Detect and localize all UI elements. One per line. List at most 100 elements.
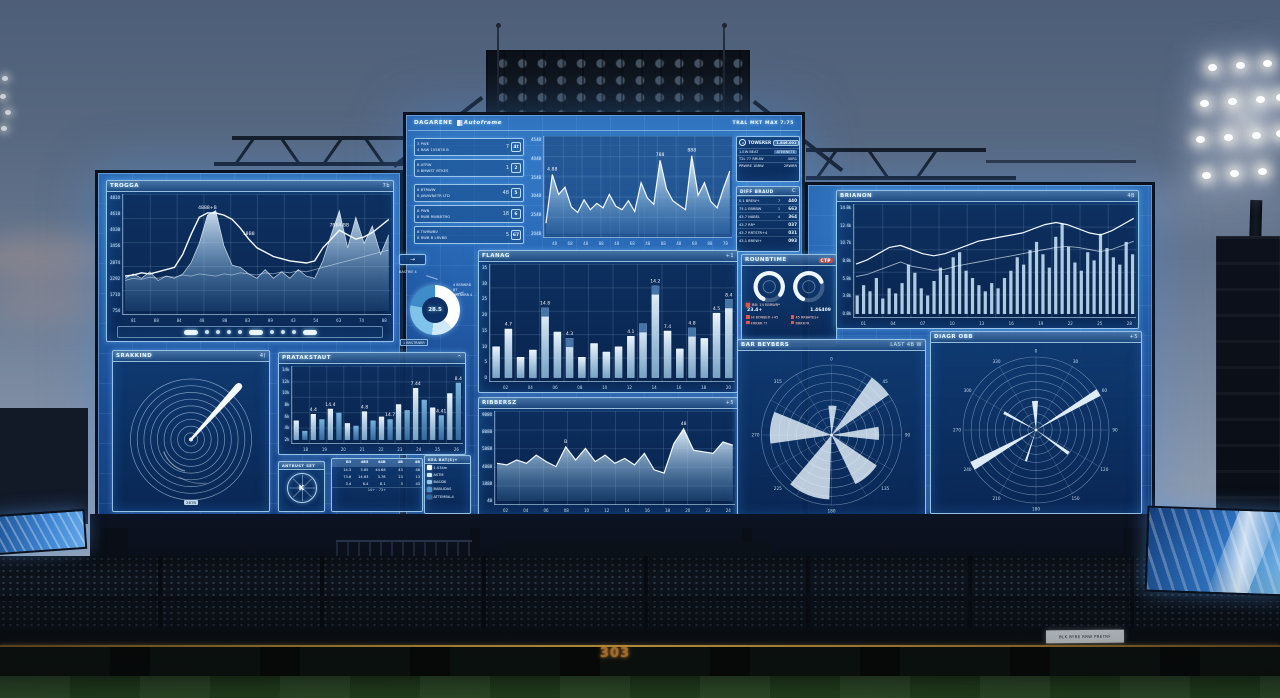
- tick-label: 8888: [482, 429, 493, 435]
- bars-chart-svg: 4.7 14.8 4.3 4.1 14.2 7.4 4.8 4.5 8.4: [492, 279, 733, 379]
- tick-label: 48: [199, 318, 205, 323]
- page-dot: [280, 330, 285, 334]
- screen-glare: [1206, 510, 1280, 594]
- area-chart-svg: B 48: [497, 421, 734, 501]
- svg-text:315: 315: [774, 379, 782, 384]
- tick-label: 16: [644, 508, 650, 513]
- radar-title: SRAKKIND: [116, 353, 153, 359]
- catwalk-railing: [336, 540, 472, 558]
- bars-chart-svg: 4.4 14.4 4.8 14.7 7.44 4.41 8.4: [294, 376, 462, 441]
- x-axis: 81 88 84 48 88 83 89 43 54 63 74 88: [107, 317, 393, 325]
- panel-polar-rose: BAR BEYBERS LAST 4B W 0 45 90 135 180 225 270 3…: [737, 339, 926, 516]
- truss-beam: [986, 160, 1136, 163]
- donut-chart: 28.5: [410, 285, 460, 335]
- gauges-chart-svg: [753, 271, 825, 303]
- stadium-light: [1, 126, 7, 131]
- arc-gauges: [746, 268, 832, 303]
- tick-label: 25: [482, 296, 488, 302]
- stadium-light: [1252, 132, 1261, 139]
- svg-text:888: 888: [688, 148, 697, 154]
- smallbars-title: PRATAKSTAUT: [282, 355, 332, 361]
- polar-spray-chart: 0 30 60 90 120 150 180 210 240 270 300 330: [933, 345, 1139, 512]
- alert-square-icon: [746, 320, 750, 324]
- diff-row: 75.1 EBRBW 1 663: [737, 204, 799, 211]
- stadium-light: [1236, 62, 1245, 69]
- table-footer: 14+ · 73+: [332, 487, 422, 492]
- outfield-ad-band: [0, 628, 1280, 646]
- alert-flag: RRRR7R: [790, 320, 833, 325]
- svg-text:45: 45: [883, 379, 889, 384]
- y-axis: 9880 8888 5888 4888 1888 48: [481, 411, 494, 505]
- callout-line: [426, 275, 438, 280]
- tick-label: 18: [665, 508, 671, 513]
- status-badge: CTP: [818, 257, 833, 263]
- donut-center-value: 28.5: [428, 307, 442, 313]
- svg-text:330: 330: [993, 359, 1001, 364]
- tick-label: 10: [584, 508, 590, 513]
- tick-label: 88: [598, 241, 604, 246]
- gauges2-title: ROUNBTIME: [745, 257, 787, 263]
- gauges2-note: BB: 14 EBRWR*: [752, 303, 780, 307]
- wall-yellow-line: [0, 645, 1280, 648]
- diff-row: 43.7 RR* 037: [737, 220, 799, 227]
- y-axis: 14.8k 12.4k 10.7k 8.8k 5.8k 3.8k 0.8k: [839, 204, 853, 318]
- center-line-chart: B 48: [494, 411, 735, 505]
- tick-label: 48: [583, 241, 589, 246]
- brand-label: Autoframe: [463, 120, 503, 126]
- tick-label: 2k: [284, 436, 290, 442]
- radar-chart: [115, 364, 267, 509]
- tick-label: 4038: [110, 227, 121, 233]
- polar-chart-svg: 0 30 60 90 120 150 180 210 240 270 300 330: [953, 349, 1118, 512]
- table-row: 14.3 3.65 44.68 43 48: [343, 467, 421, 472]
- svg-text:0: 0: [830, 357, 833, 362]
- legend-item: ASTM: [425, 471, 470, 478]
- tick-label: 6k: [284, 413, 290, 419]
- tick-label: 20: [482, 312, 488, 318]
- stadium-light: [1276, 130, 1280, 137]
- diff-title: DIFF BRAUD: [740, 188, 774, 194]
- panel-main-line-chart: TROGGA 7b 4810 4618 4038 3456 2874 2292 1710 75…: [106, 180, 394, 342]
- page-dot: [269, 330, 274, 334]
- tick-label: 30: [482, 280, 488, 286]
- panel-compass-gauge: ANTRUST SET K: [278, 461, 325, 512]
- svg-text:60: 60: [1102, 388, 1108, 393]
- top-area-chart: 4.88 788 888: [543, 136, 732, 238]
- truss-beam: [214, 162, 406, 166]
- tick-label: 25: [1097, 321, 1103, 326]
- diff-rows: 0.1 BREW+ 7 440 75.1 EBRBW 1 663 43.7 NABEL 4 36…: [737, 196, 799, 244]
- tick-label: 4618: [110, 211, 121, 217]
- mini-row: PRWRE 1BRW 2RWRR: [737, 162, 799, 168]
- gauge-value: 23.4+: [747, 308, 763, 313]
- alert-square-icon: [746, 315, 750, 319]
- tick-label: 3048: [531, 193, 542, 199]
- board-leg: [470, 528, 480, 558]
- svg-text:300: 300: [964, 388, 972, 393]
- tick-label: 48: [552, 241, 558, 246]
- mini-title: TOWERER: [748, 140, 772, 145]
- stat-row: 8 TWRWBV 8 RWB B LRVBB 5 67: [414, 226, 524, 244]
- page-dot: [226, 330, 231, 334]
- svg-text:4.41: 4.41: [437, 408, 447, 414]
- antenna: [721, 23, 727, 114]
- combo-chart: [853, 204, 1136, 318]
- ribbon-board-right: [1144, 505, 1280, 597]
- tick-label: 26: [453, 447, 459, 452]
- tick-label: 10: [602, 385, 608, 390]
- svg-text:7.44: 7.44: [411, 381, 421, 387]
- stadium-light: [1228, 98, 1237, 105]
- panel-legend: KEA BAT(S)+ 1.034m ASTM BASSIK BABLIDAS ATTE…: [424, 455, 471, 514]
- alert-flags: HI BONBER +45 45 RRBATES+ FRRRR *7 RRRR7R: [742, 313, 836, 327]
- tick-label: 20: [685, 508, 691, 513]
- polar1-title: BAR BEYBERS: [741, 342, 790, 348]
- field-grass: [0, 676, 1280, 698]
- tick-label: 48: [645, 241, 651, 246]
- tick-label: 10.7k: [840, 240, 852, 246]
- tick-label: 14: [624, 508, 630, 513]
- alert-square-icon: [790, 320, 794, 324]
- tick-label: 25: [435, 447, 441, 452]
- tick-label: 35: [482, 265, 488, 270]
- wall-banner: BLK BYRE RRW PRETRF: [1045, 629, 1125, 644]
- tick-label: 04: [527, 385, 533, 390]
- svg-text:14.2: 14.2: [650, 279, 660, 285]
- brand-bars-icon: [456, 120, 460, 126]
